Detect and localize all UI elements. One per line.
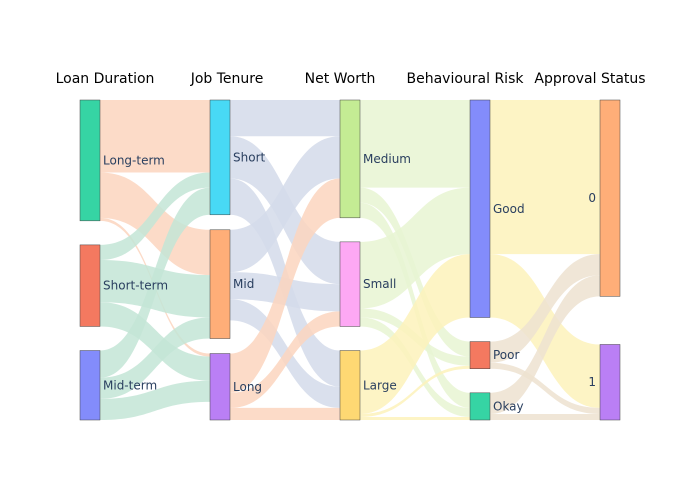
sankey-node-label: 1	[588, 375, 596, 389]
sankey-node-label: Short-term	[103, 279, 168, 293]
sankey-link-jt_mid-to-nw_medium	[230, 136, 340, 273]
sankey-node-jt_short	[209, 99, 231, 216]
sankey-node-nw_large	[339, 350, 361, 421]
column-title: Behavioural Risk	[407, 71, 525, 87]
sankey-link-nw_small-to-br_good	[360, 187, 470, 309]
sankey-node-br_okay	[469, 392, 491, 421]
sankey-node-label: 0	[588, 191, 596, 205]
sankey-links	[100, 100, 600, 420]
sankey-node-label: Large	[363, 378, 397, 392]
sankey-link-br_poor-to-as_1	[490, 362, 600, 414]
sankey-link-nw_large-to-br_good	[360, 254, 470, 414]
sankey-node-label: Long	[233, 380, 262, 394]
sankey-node-label: Long-term	[103, 153, 165, 167]
sankey-link-nw_medium-to-br_good	[360, 100, 470, 188]
column-title: Approval Status	[534, 71, 645, 87]
sankey-link-jt_long-to-nw_medium	[230, 178, 340, 393]
sankey-link-nw_small-to-br_okay	[360, 317, 470, 417]
sankey-link-ld_mid-to-jt_long	[100, 380, 210, 420]
sankey-node-jt_mid	[209, 229, 231, 339]
sankey-node-as_1	[599, 344, 621, 421]
sankey-link-br_good-to-as_0	[490, 100, 600, 255]
sankey-link-ld_short-to-jt_short	[100, 172, 210, 260]
sankey-node-nw_small	[339, 241, 361, 327]
sankey-link-ld_short-to-jt_long	[100, 302, 210, 381]
sankey-node-label: Mid	[233, 277, 254, 291]
column-title: Net Worth	[305, 71, 376, 87]
sankey-node-jt_long	[209, 353, 231, 421]
sankey-link-jt_short-to-nw_medium	[230, 100, 340, 137]
sankey-link-ld_mid-to-jt_short	[100, 187, 210, 378]
sankey-link-nw_large-to-br_okay	[360, 416, 470, 420]
sankey-node-nw_medium	[339, 99, 361, 219]
sankey-node-label: Okay	[493, 399, 524, 413]
sankey-node-br_poor	[469, 341, 491, 369]
sankey-link-br_okay-to-as_0	[490, 275, 600, 414]
column-titles: Loan Duration Job Tenure Net Worth Behaviou…	[56, 71, 646, 87]
sankey-node-ld_short	[79, 244, 101, 327]
sankey-node-label: Poor	[493, 348, 519, 362]
sankey-link-jt_long-to-nw_large	[230, 407, 340, 420]
sankey-link-nw_large-to-br_poor	[360, 365, 470, 417]
sankey-node-labels: Long-term Short-term Mid-term Short Mid Long M…	[103, 150, 596, 413]
sankey-node-br_good	[469, 99, 491, 318]
column-title: Loan Duration	[56, 71, 155, 87]
sankey-link-br_okay-to-as_1	[490, 413, 600, 420]
sankey-node-label: Mid-term	[103, 378, 157, 392]
column-title: Job Tenure	[190, 71, 264, 87]
sankey-node-ld_mid	[79, 350, 101, 421]
sankey-nodes	[79, 99, 621, 421]
sankey-node-as_0	[599, 99, 621, 297]
sankey-link-ld_mid-to-jt_mid	[100, 317, 210, 399]
sankey-node-ld_long	[79, 99, 101, 222]
sankey-link-jt_long-to-nw_small	[230, 311, 340, 408]
sankey-node-label: Small	[363, 277, 396, 291]
sankey-link-br_poor-to-as_0	[490, 254, 600, 363]
sankey-node-label: Good	[493, 202, 525, 216]
sankey-link-ld_long-to-jt_short	[100, 100, 210, 173]
sankey-link-br_good-to-as_1	[490, 254, 600, 408]
sankey-node-label: Short	[233, 150, 265, 164]
sankey-node-label: Medium	[363, 152, 411, 166]
